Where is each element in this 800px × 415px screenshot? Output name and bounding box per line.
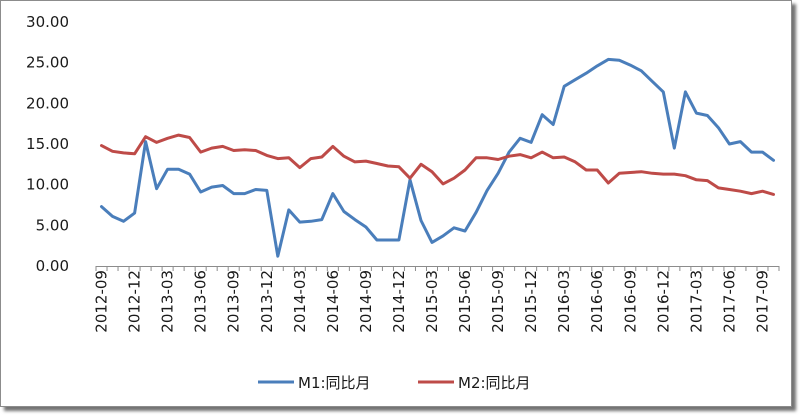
x-tick-label: 2014-09 <box>357 270 375 333</box>
y-tick-label: 0.00 <box>36 257 69 275</box>
x-tick-label: 2015-03 <box>423 270 441 333</box>
x-axis: 2012-09 2012-12 2013-03 2013-06 2013-09 2013-… <box>93 266 780 333</box>
x-tick-label: 2015-09 <box>489 270 507 333</box>
legend-label-m1: M1:同比月 <box>298 374 371 392</box>
x-tick-label: 2016-09 <box>621 270 639 333</box>
x-tick-label: 2012-12 <box>126 270 144 333</box>
y-axis: 0.00 5.00 10.00 15.00 20.00 25.00 30.00 <box>26 13 69 275</box>
x-tick-label: 2013-09 <box>225 270 243 333</box>
x-tick-label: 2016-12 <box>654 270 672 333</box>
x-tick-label: 2016-03 <box>555 270 573 333</box>
x-tick-label: 2016-06 <box>588 270 606 333</box>
x-tick-label: 2013-06 <box>192 270 210 333</box>
x-tick-label: 2014-06 <box>324 270 342 333</box>
series-layer <box>100 57 775 258</box>
legend-label-m2: M2:同比月 <box>458 374 531 392</box>
x-tick-label: 2015-12 <box>522 270 540 333</box>
y-tick-label: 10.00 <box>26 176 69 194</box>
x-tick-label: 2013-12 <box>258 270 276 333</box>
y-tick-label: 30.00 <box>26 13 69 31</box>
y-tick-label: 20.00 <box>26 94 69 112</box>
x-tick-label: 2017-03 <box>687 270 705 333</box>
x-tick-label: 2013-03 <box>159 270 177 333</box>
chart-frame: 0.00 5.00 10.00 15.00 20.00 25.00 30.00 2012-0… <box>0 0 792 407</box>
x-tick-label: 2017-09 <box>753 270 771 333</box>
x-tick-label: 2015-06 <box>456 270 474 333</box>
legend: M1:同比月 M2:同比月 <box>258 374 531 392</box>
line-chart: 0.00 5.00 10.00 15.00 20.00 25.00 30.00 2012-0… <box>26 13 780 392</box>
x-tick-label: 2014-03 <box>291 270 309 333</box>
x-tick-label: 2017-06 <box>720 270 738 333</box>
x-tick-label: 2014-12 <box>390 270 408 333</box>
y-tick-label: 15.00 <box>26 135 69 153</box>
x-tick-label: 2012-09 <box>93 270 111 333</box>
series-line-m1 <box>100 57 775 258</box>
y-tick-label: 25.00 <box>26 54 69 72</box>
series-line-m2 <box>100 133 775 196</box>
y-tick-label: 5.00 <box>36 216 69 234</box>
